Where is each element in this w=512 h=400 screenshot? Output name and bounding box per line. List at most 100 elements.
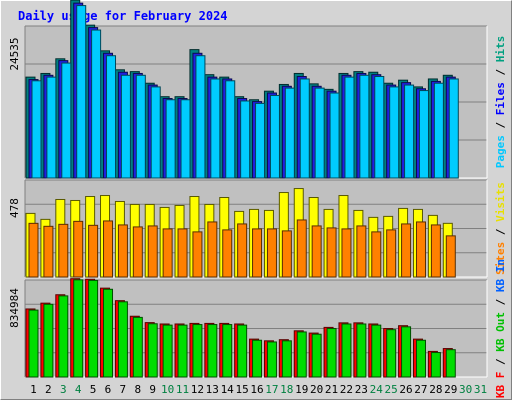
bar — [341, 323, 352, 378]
legend-segment: / — [494, 62, 507, 82]
bar — [103, 220, 114, 278]
x-tick-label: 20 — [310, 383, 323, 396]
x-tick-label: 22 — [340, 383, 353, 396]
bar — [344, 76, 355, 179]
bar — [120, 74, 131, 179]
x-tick-label: 26 — [399, 383, 412, 396]
panel-visits-sites: 478 Sites / Visits — [8, 179, 507, 278]
x-tick-label: 15 — [235, 383, 248, 396]
x-tick-label: 7 — [120, 383, 127, 396]
bar — [132, 226, 143, 278]
bar — [132, 316, 143, 378]
bar — [371, 324, 382, 378]
bar — [415, 339, 426, 378]
x-tick-label: 17 — [265, 383, 278, 396]
x-tick-label: 1 — [30, 383, 37, 396]
bar — [192, 231, 203, 278]
bar — [430, 224, 441, 278]
bar — [445, 235, 456, 278]
x-tick-label: 21 — [325, 383, 338, 396]
bar — [281, 340, 292, 378]
x-tick-label: 16 — [250, 383, 263, 396]
x-tick-label: 27 — [414, 383, 427, 396]
bar — [162, 228, 173, 278]
scale-label: 24535 — [8, 37, 21, 70]
legend-segment: Files — [494, 82, 507, 115]
legend-segment: KB In — [494, 259, 507, 292]
bar — [237, 324, 248, 378]
scale-label: 834984 — [8, 288, 21, 328]
bar — [401, 223, 412, 278]
legend-segment: / — [494, 115, 507, 135]
x-tick-label: 31 — [474, 383, 487, 396]
legend-segment: Visits — [494, 182, 507, 222]
bar — [296, 219, 307, 278]
bar — [207, 221, 218, 278]
bar — [58, 295, 69, 378]
bar — [162, 324, 173, 378]
bar — [371, 231, 382, 278]
bar — [150, 86, 161, 179]
x-tick-label: 11 — [176, 383, 189, 396]
scale-label: 478 — [8, 198, 21, 218]
x-tick-label: 24 — [370, 383, 384, 396]
panel-hits-files-pages: 24535 Pages / Files / Hits — [8, 0, 507, 179]
bar — [73, 279, 84, 378]
bar — [91, 29, 102, 179]
x-tick-label: 6 — [105, 383, 112, 396]
bar — [359, 74, 370, 179]
series-sites — [28, 219, 456, 278]
legend-segment: / — [494, 222, 507, 242]
bar — [207, 324, 218, 378]
bar — [210, 78, 221, 179]
series-legend-label: Pages / Files / Hits — [494, 36, 507, 169]
legend-segment: Sites — [494, 242, 507, 275]
legend-segment: KB F — [494, 372, 507, 399]
bar — [314, 87, 325, 179]
bar — [374, 76, 385, 179]
x-tick-label: 10 — [161, 383, 174, 396]
x-tick-label: 23 — [355, 383, 368, 396]
bar — [73, 220, 84, 278]
bar — [177, 324, 188, 378]
bar — [252, 339, 263, 378]
x-tick-label: 4 — [75, 383, 82, 396]
bar — [58, 223, 69, 278]
series-legend-label: Sites / Visits — [494, 182, 507, 275]
bar — [106, 55, 117, 179]
x-tick-label: 9 — [149, 383, 156, 396]
bar — [311, 333, 322, 378]
bar — [147, 323, 158, 378]
bar — [76, 5, 87, 179]
bar — [415, 221, 426, 278]
bar — [341, 228, 352, 278]
legend-segment: / — [494, 352, 507, 372]
bar — [46, 76, 57, 179]
bar — [445, 349, 456, 378]
bar — [28, 222, 39, 278]
bar — [43, 225, 54, 278]
bar — [386, 229, 397, 278]
bar — [103, 288, 114, 378]
bar — [356, 225, 367, 278]
bar — [237, 223, 248, 278]
bar — [386, 329, 397, 378]
bar — [180, 99, 191, 179]
bar — [311, 225, 322, 278]
bar — [299, 78, 310, 179]
bar — [326, 227, 337, 278]
bar — [284, 87, 295, 179]
x-tick-label: 13 — [206, 383, 219, 396]
bar — [88, 279, 99, 378]
bar — [266, 228, 277, 278]
x-tick-label: 19 — [295, 383, 308, 396]
bar — [266, 341, 277, 378]
bar — [117, 224, 128, 278]
bar — [448, 78, 459, 179]
x-tick-label: 18 — [280, 383, 293, 396]
x-tick-label: 8 — [134, 383, 141, 396]
chart-title: Daily usage for February 2024 — [18, 9, 228, 23]
bar — [404, 84, 415, 179]
legend-segment: / — [494, 292, 507, 312]
